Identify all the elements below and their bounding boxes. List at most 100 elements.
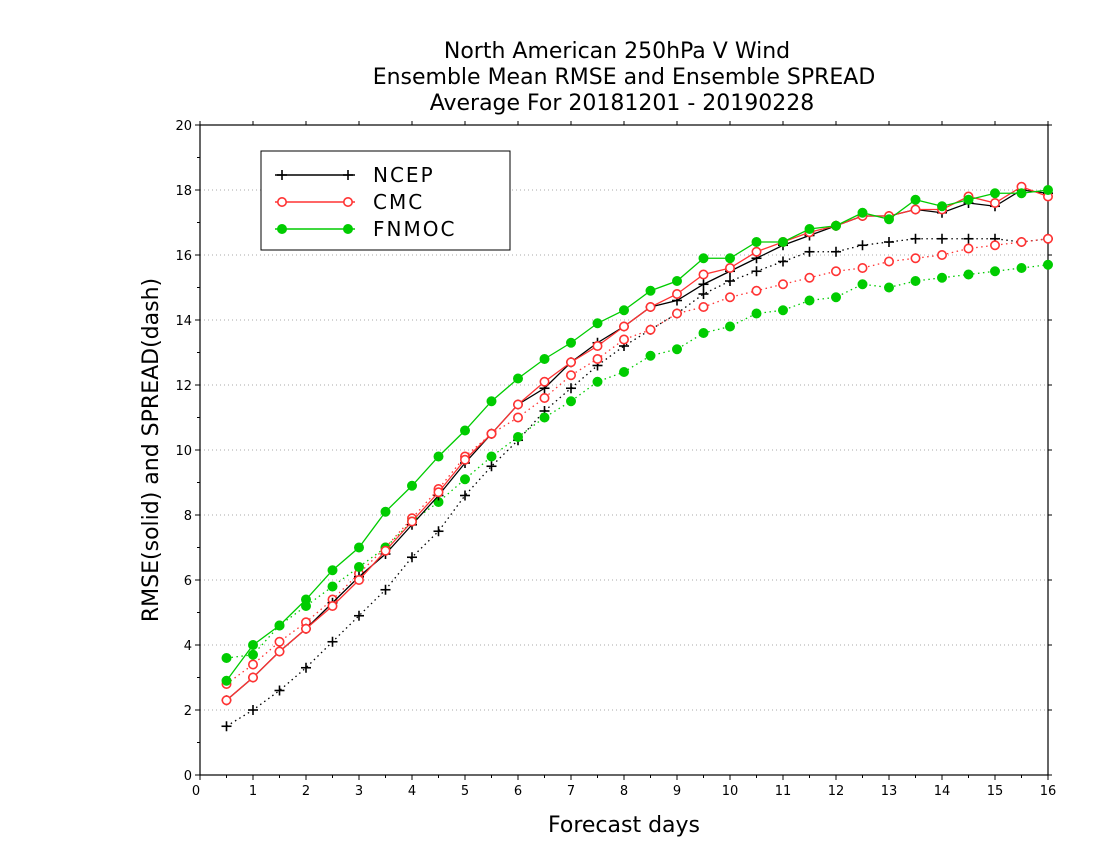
x-tick-label: 15: [987, 784, 1004, 799]
point-cmc-spread: [989, 240, 1000, 251]
point-ncep-spread: [910, 233, 921, 244]
point-fnmoc-rmse: [407, 480, 417, 491]
y-tick-label: 20: [175, 119, 192, 134]
y-axis-label: RMSE(solid) and SPREAD(dash): [139, 278, 164, 622]
point-cmc-rmse: [221, 695, 232, 706]
point-cmc-rmse: [565, 357, 576, 368]
legend-label-fnmoc: FNMOC: [373, 217, 456, 241]
point-ncep-spread: [963, 233, 974, 244]
point-fnmoc-spread: [990, 266, 1000, 277]
point-fnmoc-spread: [513, 432, 523, 442]
point-fnmoc-spread: [354, 562, 364, 572]
chart-title-line-3: Average For 20181201 - 20190228: [430, 91, 815, 116]
point-cmc-spread: [565, 370, 576, 381]
point-fnmoc-spread: [539, 412, 550, 423]
y-tick-label: 6: [184, 574, 192, 589]
point-fnmoc-spread: [221, 653, 232, 663]
point-ncep-spread: [831, 246, 841, 257]
point-fnmoc-spread: [698, 328, 709, 338]
legend-marker-fnmoc: [277, 224, 287, 234]
point-fnmoc-spread: [460, 474, 470, 485]
point-ncep-spread: [725, 276, 735, 286]
point-ncep-spread: [937, 233, 947, 244]
point-cmc-rmse: [645, 301, 656, 312]
point-cmc-rmse: [618, 321, 629, 332]
point-fnmoc-rmse: [804, 224, 815, 234]
point-ncep-spread: [433, 526, 444, 537]
point-ncep-spread: [354, 610, 364, 621]
x-tick-label: 2: [302, 784, 310, 799]
y-tick-label: 2: [184, 704, 192, 719]
point-fnmoc-spread: [751, 308, 762, 319]
point-cmc-spread: [857, 262, 868, 273]
point-cmc-spread: [751, 285, 762, 296]
point-cmc-rmse: [300, 623, 311, 634]
point-fnmoc-rmse: [857, 207, 868, 218]
legend-label-ncep: NCEP: [373, 163, 435, 187]
y-tick-label: 8: [184, 509, 192, 524]
point-fnmoc-spread: [963, 269, 974, 280]
axes: 0 1 2 3 4 5 6 7 8 9 10 11 12 13 14 15 160246810121416182…: [175, 119, 1056, 799]
point-cmc-spread: [539, 392, 550, 403]
point-fnmoc-rmse: [1016, 188, 1027, 199]
point-cmc-rmse: [910, 204, 921, 215]
point-fnmoc-spread: [248, 649, 258, 660]
point-ncep-spread: [566, 383, 576, 394]
y-tick-label: 14: [175, 314, 192, 329]
x-tick-label: 12: [828, 784, 845, 799]
point-fnmoc-rmse: [751, 237, 762, 247]
x-tick-label: 16: [1040, 784, 1057, 799]
point-ncep-spread: [221, 721, 232, 732]
point-cmc-rmse: [433, 487, 444, 498]
point-cmc-rmse: [459, 454, 470, 465]
y-tick-label: 16: [175, 249, 192, 264]
point-fnmoc-spread: [725, 321, 735, 332]
point-fnmoc-rmse: [725, 253, 735, 264]
point-ncep-spread: [407, 552, 417, 563]
x-tick-label: 5: [461, 784, 469, 799]
point-cmc-spread: [592, 353, 603, 364]
point-cmc-rmse: [751, 246, 762, 257]
point-fnmoc-rmse: [831, 220, 841, 231]
point-cmc-rmse: [539, 376, 550, 387]
legend-marker-ncep: [343, 170, 353, 180]
point-fnmoc-spread: [910, 276, 921, 286]
point-cmc-spread: [910, 253, 921, 264]
point-fnmoc-rmse: [248, 640, 258, 650]
point-fnmoc-spread: [1016, 263, 1027, 273]
point-cmc-spread: [1043, 233, 1054, 244]
point-fnmoc-rmse: [566, 337, 576, 348]
point-fnmoc-spread: [327, 581, 338, 592]
point-fnmoc-rmse: [1043, 185, 1053, 195]
point-fnmoc-spread: [857, 279, 868, 290]
x-tick-label: 7: [567, 784, 575, 799]
point-ncep-rmse: [698, 279, 709, 290]
point-fnmoc-spread: [645, 350, 656, 361]
point-ncep-spread: [857, 240, 868, 251]
point-cmc-spread: [777, 279, 788, 290]
point-fnmoc-spread: [831, 292, 841, 303]
x-tick-label: 4: [408, 784, 416, 799]
point-cmc-rmse: [486, 428, 497, 439]
y-tick-label: 0: [184, 769, 192, 784]
point-fnmoc-rmse: [619, 305, 629, 316]
x-tick-label: 6: [514, 784, 522, 799]
legend-marker-cmc: [276, 197, 287, 208]
point-fnmoc-spread: [778, 305, 788, 316]
point-cmc-rmse: [274, 646, 285, 657]
point-cmc-spread: [883, 256, 894, 267]
point-fnmoc-rmse: [221, 675, 232, 686]
point-fnmoc-spread: [672, 344, 682, 355]
series-fnmoc-spread-line: [226, 264, 1049, 659]
point-fnmoc-rmse: [433, 451, 444, 462]
point-fnmoc-rmse: [884, 214, 894, 225]
legend-marker-ncep: [277, 170, 287, 180]
point-fnmoc-spread: [486, 451, 497, 462]
point-cmc-spread: [1016, 237, 1027, 248]
point-cmc-rmse: [327, 600, 338, 611]
point-cmc-spread: [698, 301, 709, 312]
point-fnmoc-rmse: [301, 594, 311, 605]
point-fnmoc-rmse: [354, 542, 364, 553]
point-cmc-rmse: [248, 672, 259, 683]
point-cmc-spread: [618, 334, 629, 345]
